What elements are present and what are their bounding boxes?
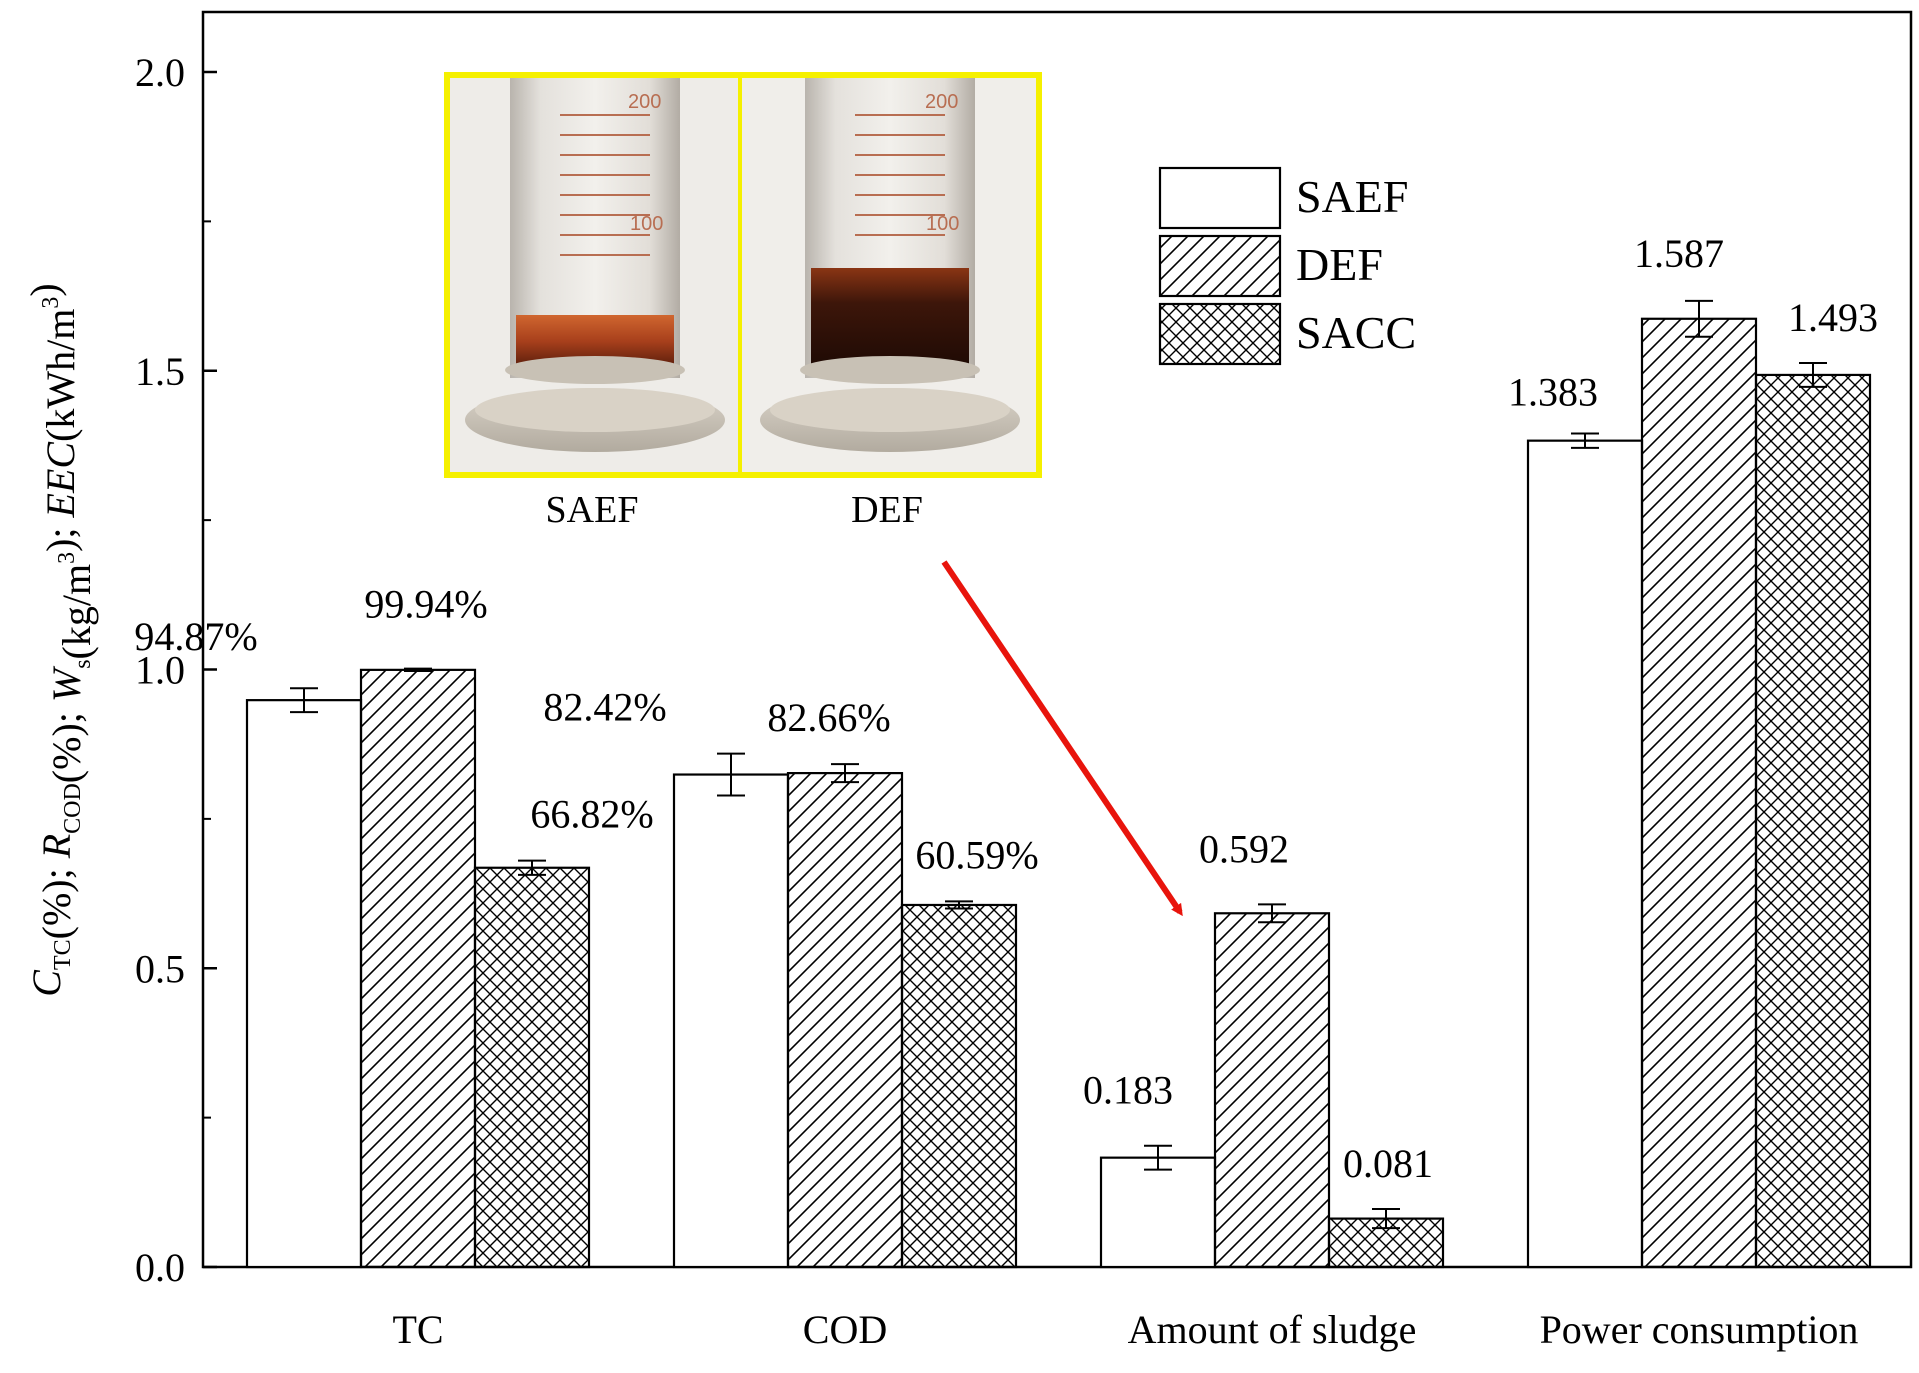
y-axis-ticks: 0.0 0.5 1.0 1.5 2.0 [135,50,217,1290]
legend: SAEF DEF SACC [1158,166,1416,366]
legend-swatch [1158,302,1282,366]
photo-label-def: DEF [851,489,923,531]
y-axis-title-part: W [44,665,89,702]
error-bar [1799,361,1827,388]
data-label: 82.66% [767,695,890,740]
data-label: 0.081 [1343,1141,1433,1186]
error-bar [1685,299,1713,338]
bar-saef-1 [672,773,790,1269]
bar-saef-2 [1099,1156,1217,1269]
y-axis-title-part: ); [38,517,83,551]
y-tick-label: 2.0 [135,50,185,95]
bar-def-0 [359,668,477,1269]
legend-item-saef: SAEF [1158,166,1408,230]
data-label: 1.383 [1508,369,1598,414]
category-label: Amount of sludge [1128,1307,1417,1352]
plot-frame [201,10,1913,1269]
data-label: 1.587 [1634,231,1724,276]
data-label: 82.42% [543,685,666,730]
y-axis-title-part: C [24,969,69,997]
y-axis-title-part: TC [50,939,76,970]
y-axis-title-part: (%); [44,702,89,783]
error-bar [1372,1208,1400,1230]
scale-mark-100-def: 100 [926,213,959,235]
y-axis-title-part: s [70,659,96,668]
y-axis-title-part: R [34,834,79,859]
scale-mark-200-saef: 200 [628,91,661,113]
error-bar [290,687,318,714]
error-bar [945,900,973,910]
error-bar [404,667,432,673]
scale-mark-200-def: 200 [925,91,958,113]
legend-label: DEF [1296,239,1383,290]
bar-saef-0 [245,699,363,1269]
data-label: 66.82% [530,792,653,837]
y-axis-title-part: (%); [34,858,79,939]
y-axis-title-part: COD [60,783,86,834]
photo-label-saef: SAEF [546,489,639,531]
y-axis-title-part: EEC [38,441,83,519]
legend-label: SAEF [1296,171,1408,222]
category-label: COD [803,1307,887,1352]
category-labels: TC COD Amount of sludge Power consumption [392,1307,1858,1352]
category-label: TC [392,1307,443,1352]
scale-mark-100-saef: 100 [630,213,663,235]
y-tick-label: 1.5 [135,349,185,394]
error-bar [831,763,859,784]
error-bar [1571,432,1599,449]
y-tick-label: 1.0 [135,648,185,693]
bar-def-1 [786,772,904,1269]
y-axis-title-part: 3 [54,552,80,564]
error-bar [518,859,546,876]
y-axis-title-part: ) [22,283,67,296]
data-labels: 94.87% 99.94% 66.82% 82.42% 82.66% 60.59% 0.18… [134,231,1878,1186]
red-arrow [941,560,1183,917]
error-bar [1144,1144,1172,1171]
y-axis-title-part: 3 [38,297,64,309]
data-label: 0.183 [1083,1068,1173,1113]
inset-photo: 200 100 200 100 SAEF DEF [444,72,1042,531]
data-label: 60.59% [915,832,1038,877]
data-label: 99.94% [364,582,487,627]
y-tick-label: 0.0 [135,1245,185,1290]
legend-label: SACC [1296,307,1416,358]
bar-sacc-0 [473,866,591,1269]
category-label: Power consumption [1540,1307,1859,1352]
data-label: 1.493 [1788,295,1878,340]
y-axis-title-part: (kWh/m [38,309,83,442]
bar-series [245,299,1872,1269]
legend-swatch [1158,234,1282,298]
legend-item-sacc: SACC [1158,302,1416,366]
bar-sacc-1 [900,903,1018,1269]
data-label: 94.87% [134,614,257,659]
error-bar [717,752,745,797]
bar-saef-3 [1526,439,1644,1269]
error-bar [1258,903,1286,924]
cylinder-saef: 200 100 [465,78,725,452]
bar-sacc-3 [1754,373,1872,1269]
cylinder-def: 200 100 [760,78,1020,452]
y-axis-title: CTC(%); RCOD(%); Ws(kg/m3); EEC(kWh/m3) [22,283,99,996]
bar-def-3 [1640,317,1758,1269]
legend-swatch [1158,166,1282,230]
data-label: 0.592 [1199,826,1289,871]
y-tick-label: 0.5 [135,946,185,991]
legend-item-def: DEF [1158,234,1383,298]
y-axis-title-part: (kg/m [54,564,99,660]
bar-def-2 [1213,912,1331,1269]
sediment-def [811,268,969,368]
